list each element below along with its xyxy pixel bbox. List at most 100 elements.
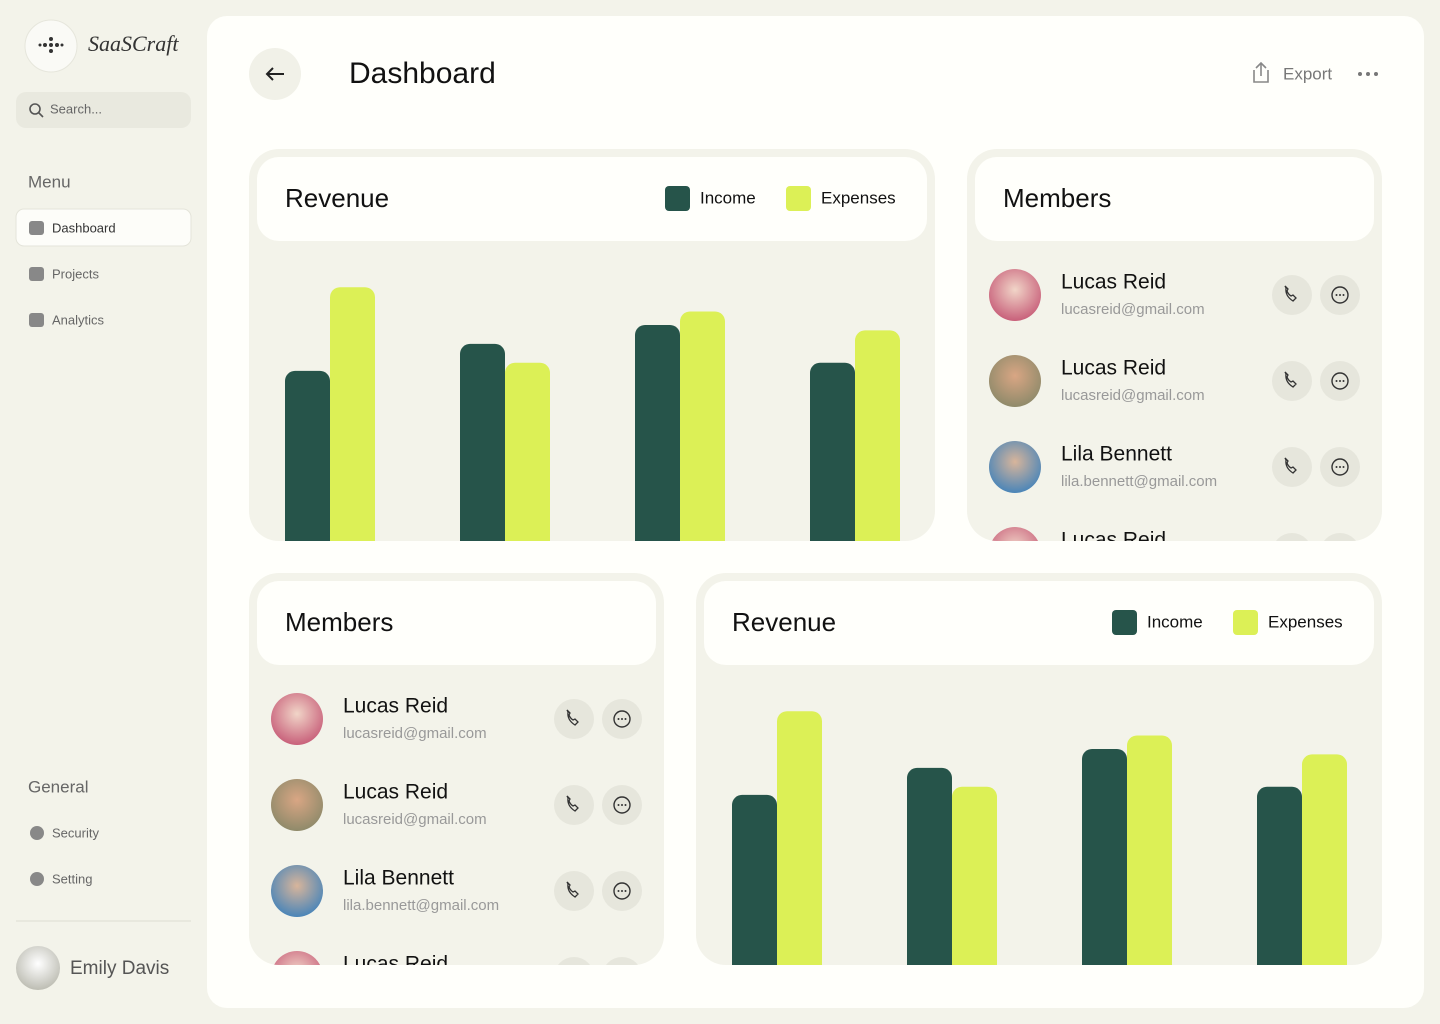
member-email: lila.bennett@gmail.com	[1061, 473, 1217, 490]
member-email: lucasreid@gmail.com	[343, 811, 487, 828]
bar	[635, 325, 680, 541]
member-name: Lucas Reid	[1061, 357, 1166, 380]
bar	[460, 343, 505, 541]
message-icon	[1339, 294, 1341, 296]
message-icon	[1339, 380, 1341, 382]
export-button[interactable]: Export	[1283, 64, 1332, 83]
card	[249, 573, 664, 965]
card-body: Members Lucas Reid lucasreid@gmail.com Luca…	[975, 157, 1374, 579]
member-name: Lila Bennett	[1061, 443, 1172, 466]
message-icon	[613, 710, 631, 728]
card-header	[257, 581, 656, 665]
menu-item[interactable]: Setting	[52, 871, 92, 886]
message-icon	[1335, 380, 1338, 382]
member-email: lucasreid@gmail.com	[343, 725, 487, 742]
menu-item[interactable]: Analytics	[52, 312, 105, 327]
legend-label: Income	[1147, 612, 1203, 631]
bar	[952, 786, 997, 965]
call-icon	[1284, 371, 1297, 388]
export-icon	[1253, 61, 1269, 83]
avatar[interactable]	[989, 527, 1041, 579]
legend-label: Income	[700, 188, 756, 207]
avatar[interactable]	[271, 951, 323, 1003]
call-icon	[1284, 285, 1297, 302]
member-name: Lila Bennett	[343, 867, 454, 890]
bar	[777, 711, 822, 965]
avatar[interactable]	[271, 779, 323, 831]
card-header	[257, 157, 927, 241]
message-icon	[1342, 380, 1345, 382]
card-title: Members	[285, 607, 393, 637]
card-body: Revenue Income Expenses	[704, 581, 1374, 965]
message-icon	[1331, 458, 1349, 476]
member-email: lila.bennett@gmail.com	[343, 897, 499, 914]
call-icon	[566, 709, 579, 726]
avatar[interactable]	[989, 441, 1041, 493]
legend-swatch	[1233, 610, 1258, 635]
message-icon	[1335, 294, 1338, 296]
search-box[interactable]	[16, 92, 191, 128]
card-body: Revenue Income Expenses	[257, 157, 927, 541]
brand: SaaSCraft	[88, 31, 179, 56]
bar	[855, 330, 900, 541]
general-menu: Security Setting	[30, 825, 99, 886]
chart-title: Revenue	[285, 183, 389, 213]
card	[967, 149, 1382, 541]
menu-title: Menu	[28, 172, 71, 191]
search-placeholder: Search...	[50, 101, 102, 116]
message-icon	[1339, 466, 1341, 468]
member-email: lucasreid@gmail.com	[1061, 301, 1205, 318]
more-button[interactable]	[1358, 72, 1378, 76]
bar	[1082, 749, 1127, 965]
user-name[interactable]: Emily Davis	[70, 958, 169, 979]
menu: Dashboard Projects Analytics	[29, 220, 116, 327]
search-icon	[29, 103, 41, 115]
message-icon	[617, 890, 620, 892]
menu-icon	[30, 826, 44, 840]
message-icon	[1331, 372, 1349, 390]
member-name: Lucas Reid	[1061, 271, 1166, 294]
message-icon	[1335, 466, 1338, 468]
legend-label: Expenses	[1268, 612, 1343, 631]
member-email: lucasreid@gmail.com	[1061, 387, 1205, 404]
card-header	[975, 157, 1374, 241]
message-icon	[1331, 286, 1349, 304]
legend-swatch	[1112, 610, 1137, 635]
menu-icon	[29, 221, 44, 235]
bar	[330, 287, 375, 541]
general-title: General	[28, 777, 88, 796]
user-avatar[interactable]	[16, 946, 60, 990]
message-icon	[624, 890, 627, 892]
chart-title: Revenue	[732, 607, 836, 637]
menu-icon	[29, 267, 44, 281]
bar	[505, 362, 550, 541]
avatar[interactable]	[989, 269, 1041, 321]
card-header	[704, 581, 1374, 665]
legend-label: Expenses	[821, 188, 896, 207]
message-icon	[621, 804, 623, 806]
menu-item[interactable]: Projects	[52, 266, 99, 281]
bar	[1257, 786, 1302, 965]
sidebar: SaaSCraft Search... Menu Dashboard Projec…	[15, 19, 192, 990]
card	[249, 149, 935, 541]
page-title: Dashboard	[349, 57, 496, 90]
menu-item[interactable]: Security	[52, 825, 99, 840]
content: Revenue Income Expenses Revenue Income Expens…	[249, 149, 1382, 1003]
avatar[interactable]	[271, 693, 323, 745]
message-icon	[617, 804, 620, 806]
avatar[interactable]	[271, 865, 323, 917]
member-name: Lucas Reid	[343, 953, 448, 976]
message-icon	[613, 796, 631, 814]
active-item-bg	[15, 208, 192, 247]
card	[696, 573, 1382, 965]
avatar[interactable]	[989, 355, 1041, 407]
message-icon	[617, 718, 620, 720]
menu-item[interactable]: Dashboard	[52, 220, 116, 235]
menu-icon	[30, 872, 44, 886]
bar	[907, 767, 952, 965]
card-title: Members	[1003, 183, 1111, 213]
bar	[732, 794, 777, 965]
member-name: Lucas Reid	[343, 695, 448, 718]
